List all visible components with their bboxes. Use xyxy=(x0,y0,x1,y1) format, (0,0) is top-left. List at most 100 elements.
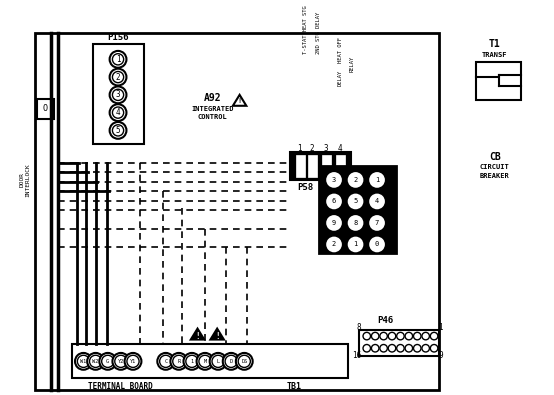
Text: DS: DS xyxy=(241,359,248,364)
Circle shape xyxy=(413,344,421,352)
Circle shape xyxy=(347,236,364,253)
Circle shape xyxy=(363,344,371,352)
Text: !: ! xyxy=(195,331,200,340)
Circle shape xyxy=(90,355,102,367)
Text: 1: 1 xyxy=(116,55,120,64)
Circle shape xyxy=(405,332,413,340)
Circle shape xyxy=(348,216,362,230)
Text: 7: 7 xyxy=(375,220,379,226)
Text: 8: 8 xyxy=(353,220,358,226)
Circle shape xyxy=(78,355,90,367)
Text: DELAY: DELAY xyxy=(338,70,343,87)
Circle shape xyxy=(157,353,174,370)
Text: 2: 2 xyxy=(116,73,120,82)
Bar xyxy=(322,155,331,177)
Circle shape xyxy=(363,332,371,340)
Bar xyxy=(308,155,317,177)
Circle shape xyxy=(115,355,127,367)
Circle shape xyxy=(112,89,124,100)
Text: 2: 2 xyxy=(332,241,336,247)
Text: T-STAT HEAT STG: T-STAT HEAT STG xyxy=(303,5,308,54)
Circle shape xyxy=(388,344,396,352)
Text: 1: 1 xyxy=(438,323,443,332)
Text: 9: 9 xyxy=(332,220,336,226)
Text: T1: T1 xyxy=(489,40,501,49)
Circle shape xyxy=(368,236,386,253)
Circle shape xyxy=(326,171,342,188)
Text: BREAKER: BREAKER xyxy=(480,173,510,179)
Circle shape xyxy=(430,332,438,340)
Circle shape xyxy=(370,194,384,209)
Text: TB1: TB1 xyxy=(286,382,301,391)
Circle shape xyxy=(160,355,172,367)
Circle shape xyxy=(112,54,124,65)
Text: CB: CB xyxy=(489,152,501,162)
Circle shape xyxy=(327,194,341,209)
Circle shape xyxy=(370,237,384,252)
Circle shape xyxy=(368,193,386,210)
Circle shape xyxy=(327,173,341,187)
Circle shape xyxy=(223,353,239,370)
Bar xyxy=(476,62,521,100)
Text: 1: 1 xyxy=(191,359,193,364)
Circle shape xyxy=(370,173,384,187)
Text: W1: W1 xyxy=(80,359,86,364)
Text: M: M xyxy=(203,359,207,364)
Circle shape xyxy=(75,353,92,370)
Text: P46: P46 xyxy=(377,316,393,325)
Circle shape xyxy=(348,194,362,209)
Circle shape xyxy=(380,332,387,340)
Bar xyxy=(93,44,144,145)
Circle shape xyxy=(413,332,421,340)
Text: HEAT OFF: HEAT OFF xyxy=(338,37,343,63)
Circle shape xyxy=(173,355,185,367)
Circle shape xyxy=(327,237,341,252)
Text: CIRCUIT: CIRCUIT xyxy=(480,164,510,170)
Circle shape xyxy=(397,344,404,352)
Circle shape xyxy=(209,353,227,370)
Circle shape xyxy=(422,332,429,340)
Circle shape xyxy=(112,353,129,370)
Text: C: C xyxy=(164,359,167,364)
Text: 1: 1 xyxy=(353,241,358,247)
Text: TRANSF: TRANSF xyxy=(482,52,507,58)
Text: Y2: Y2 xyxy=(117,359,124,364)
Circle shape xyxy=(236,353,253,370)
Text: 0: 0 xyxy=(375,241,379,247)
Text: 4: 4 xyxy=(337,144,342,152)
Circle shape xyxy=(110,122,126,139)
Bar xyxy=(35,33,439,390)
Circle shape xyxy=(197,353,213,370)
Text: R: R xyxy=(177,359,181,364)
Text: L: L xyxy=(217,359,219,364)
Circle shape xyxy=(347,171,364,188)
Text: CONTROL: CONTROL xyxy=(198,114,227,120)
Text: 9: 9 xyxy=(438,351,443,360)
Circle shape xyxy=(347,193,364,210)
Text: G: G xyxy=(106,359,109,364)
Text: RELAY: RELAY xyxy=(350,56,355,72)
Circle shape xyxy=(110,104,126,121)
Text: 3: 3 xyxy=(116,90,120,100)
Circle shape xyxy=(326,193,342,210)
Circle shape xyxy=(127,355,139,367)
Circle shape xyxy=(326,236,342,253)
Circle shape xyxy=(380,344,387,352)
Circle shape xyxy=(430,344,438,352)
Bar xyxy=(37,99,54,119)
Text: DOOR
INTERLOCK: DOOR INTERLOCK xyxy=(19,163,30,197)
Bar xyxy=(319,166,396,253)
Text: 4: 4 xyxy=(375,198,379,205)
Circle shape xyxy=(370,216,384,230)
Bar xyxy=(72,344,348,378)
Text: 2ND STG DELAY: 2ND STG DELAY xyxy=(316,11,321,54)
Circle shape xyxy=(183,353,201,370)
Text: INTEGRATED: INTEGRATED xyxy=(191,106,234,112)
Circle shape xyxy=(186,355,198,367)
Bar xyxy=(290,152,351,180)
Text: O: O xyxy=(43,104,48,113)
Text: Y1: Y1 xyxy=(130,359,136,364)
Circle shape xyxy=(397,332,404,340)
Circle shape xyxy=(212,355,224,367)
Circle shape xyxy=(110,51,126,68)
